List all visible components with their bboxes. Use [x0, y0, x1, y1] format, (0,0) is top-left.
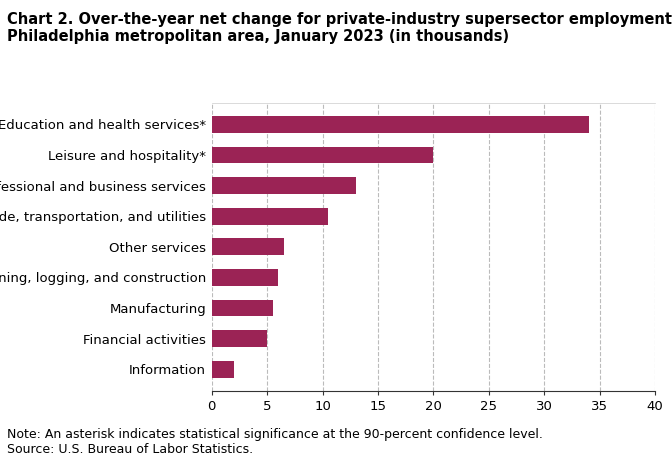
Bar [212, 361, 234, 378]
Bar [212, 239, 284, 255]
Bar [212, 177, 355, 194]
Bar [212, 330, 267, 347]
Bar [212, 300, 273, 316]
Text: Chart 2. Over-the-year net change for private-industry supersector employment in: Chart 2. Over-the-year net change for pr… [7, 12, 672, 44]
Bar [212, 146, 433, 163]
Bar [212, 208, 328, 225]
Text: Note: An asterisk indicates statistical significance at the 90-percent confidenc: Note: An asterisk indicates statistical … [7, 428, 542, 456]
Bar [212, 269, 278, 286]
Bar [212, 116, 589, 133]
